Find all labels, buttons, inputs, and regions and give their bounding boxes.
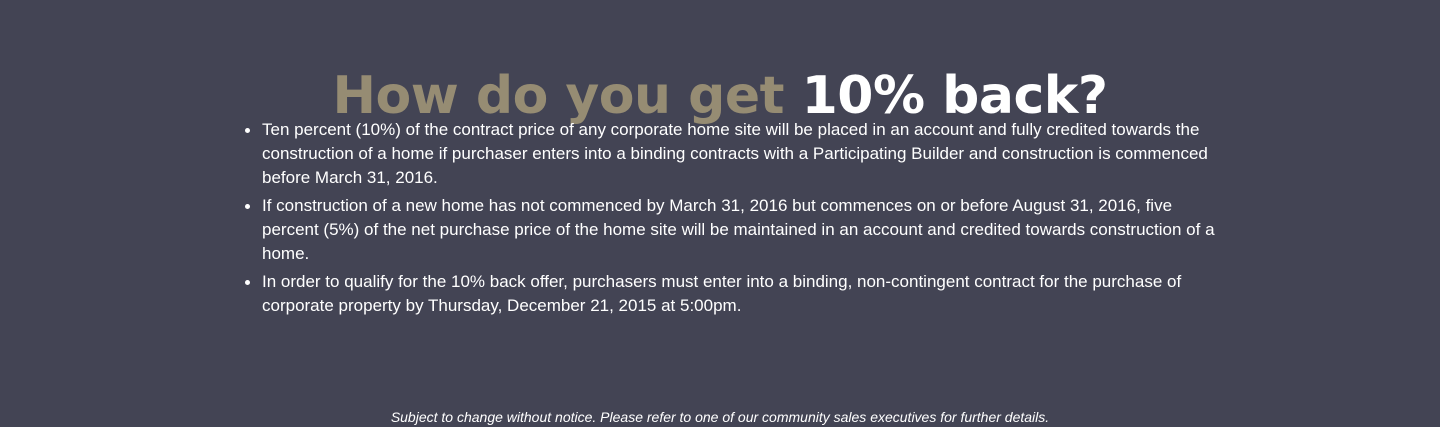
- heading-highlight-part: 10% back?: [801, 65, 1108, 126]
- offer-term-item: If construction of a new home has not co…: [245, 194, 1222, 266]
- page-heading: How do you get 10% back?: [0, 65, 1440, 127]
- offer-terms-list: Ten percent (10%) of the contract price …: [245, 118, 1222, 322]
- heading-question-part: How do you get: [332, 65, 784, 126]
- offer-term-item: Ten percent (10%) of the contract price …: [245, 118, 1222, 190]
- offer-term-item: In order to qualify for the 10% back off…: [245, 270, 1222, 318]
- disclaimer-note: Subject to change without notice. Please…: [390, 409, 1050, 425]
